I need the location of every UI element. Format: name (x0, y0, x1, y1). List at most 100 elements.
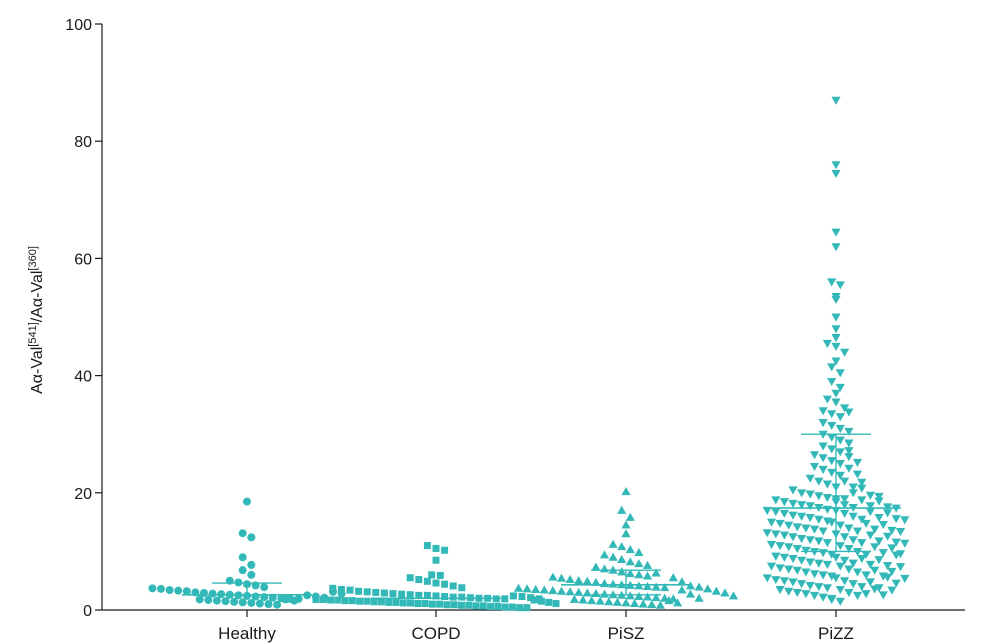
data-point-square (428, 600, 436, 608)
data-point-triangle-down (814, 583, 824, 592)
data-point-square (441, 593, 449, 601)
data-point-square (436, 571, 444, 579)
data-point-triangle-down (771, 530, 781, 539)
data-point-triangle-down (887, 567, 897, 576)
data-point-triangle-down (831, 313, 841, 322)
data-point-circle (247, 570, 256, 579)
data-point-triangle-down (784, 587, 794, 596)
data-point-triangle-up (522, 584, 532, 593)
data-point-triangle-down (840, 501, 850, 510)
y-tick-label: 40 (74, 369, 92, 386)
data-point-circle (238, 529, 247, 538)
data-point-triangle-up (578, 595, 588, 604)
data-point-square (377, 598, 385, 606)
data-point-triangle-down (900, 574, 910, 583)
data-point-square (472, 602, 480, 610)
data-point-triangle-down (775, 519, 785, 528)
data-point-triangle-down (779, 509, 789, 518)
data-point-triangle-down (874, 584, 884, 593)
data-point-square (436, 600, 444, 608)
data-point-triangle-down (822, 480, 832, 489)
data-point-triangle-down (805, 490, 815, 499)
data-point-triangle-down (818, 571, 828, 580)
data-point-triangle-down (848, 489, 858, 498)
data-point-square (449, 582, 457, 590)
data-point-triangle-down (809, 570, 820, 579)
data-point-triangle-down (852, 470, 863, 479)
data-point-triangle-down (900, 539, 910, 548)
data-points (148, 96, 910, 612)
data-point-triangle-up (642, 560, 653, 569)
data-point-triangle-down (840, 404, 850, 413)
data-point-square (392, 598, 400, 606)
data-point-triangle-down (835, 281, 845, 290)
data-point-triangle-down (865, 531, 875, 540)
data-point-square (356, 597, 364, 605)
data-point-triangle-down (835, 521, 845, 530)
data-point-triangle-down (874, 492, 884, 501)
data-point-triangle-down (852, 527, 863, 536)
data-point-square (380, 589, 388, 597)
data-point-circle (251, 592, 260, 601)
data-point-triangle-up (677, 577, 687, 586)
data-point-triangle-down (771, 496, 781, 505)
data-point-square (432, 579, 440, 587)
data-point-triangle-down (814, 492, 824, 501)
data-point-triangle-down (870, 543, 880, 552)
x-tick-label: PiSZ (608, 624, 645, 643)
data-point-square (458, 584, 466, 592)
data-point-circle (238, 598, 247, 607)
data-point-triangle-up (634, 570, 644, 579)
data-point-triangle-up (608, 539, 618, 548)
data-point-square (423, 542, 431, 550)
data-point-circle (277, 594, 286, 603)
y-tick-label: 20 (74, 486, 92, 503)
data-point-square (389, 590, 397, 598)
data-point-square (516, 604, 524, 612)
data-point-triangle-down (831, 169, 841, 179)
data-point-triangle-up (539, 585, 549, 594)
data-point-triangle-down (883, 562, 893, 571)
data-point-triangle-down (814, 477, 824, 486)
data-point-triangle-down (878, 520, 888, 530)
data-point-square (346, 586, 354, 594)
data-point-triangle-down (857, 583, 867, 592)
data-point-circle (247, 560, 256, 569)
data-point-triangle-up (574, 576, 584, 585)
data-point-square (552, 600, 560, 608)
data-point-triangle-down (844, 545, 854, 554)
data-point-square (406, 574, 414, 582)
data-point-square (545, 598, 553, 606)
data-point-square (406, 591, 414, 599)
data-point-triangle-down (857, 484, 867, 493)
data-point-triangle-down (844, 408, 854, 417)
data-point-triangle-up (617, 542, 627, 551)
data-point-triangle-down (805, 558, 815, 567)
data-point-triangle-down (844, 427, 854, 436)
data-point-triangle-up (621, 598, 631, 607)
data-point-triangle-down (801, 590, 811, 599)
y-tick-label: 60 (74, 251, 92, 268)
data-point-triangle-down (814, 559, 824, 568)
data-point-triangle-up (634, 591, 644, 600)
data-point-triangle-down (779, 531, 789, 540)
data-point-triangle-down (771, 576, 781, 585)
data-point-triangle-up (651, 593, 661, 602)
data-point-triangle-down (818, 407, 828, 416)
data-point-square (334, 596, 342, 604)
data-point-triangle-up (621, 520, 631, 529)
data-point-triangle-down (874, 537, 884, 546)
data-point-triangle-up (651, 582, 661, 591)
data-point-triangle-down (852, 591, 863, 600)
data-point-triangle-down (788, 499, 798, 508)
data-point-triangle-up (617, 505, 627, 514)
data-point-triangle-down (788, 578, 798, 587)
data-point-triangle-down (883, 509, 893, 518)
data-point-triangle-down (891, 515, 901, 524)
data-point-circle (204, 596, 213, 605)
data-point-circle (238, 566, 247, 575)
data-point-triangle-down (818, 465, 828, 474)
data-point-triangle-down (861, 550, 871, 559)
data-point-triangle-down (835, 460, 845, 469)
data-point-triangle-down (792, 523, 802, 532)
